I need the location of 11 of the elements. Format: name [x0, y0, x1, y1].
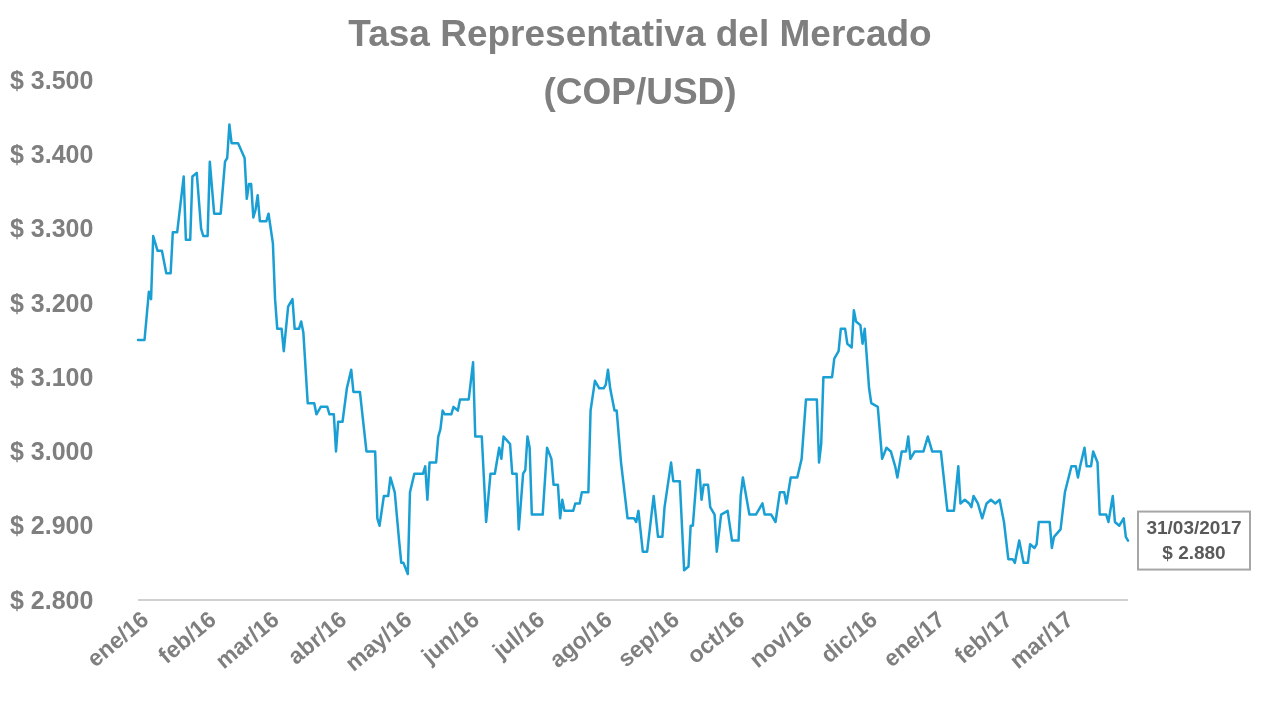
y-tick-label: $ 3.500	[10, 65, 94, 94]
y-tick-label: $ 3.400	[10, 140, 94, 169]
y-tick-label: $ 2.900	[10, 511, 94, 540]
y-tick-label: $ 3.200	[10, 288, 94, 317]
annotation: 31/03/2017 $ 2.880	[1146, 516, 1242, 563]
y-tick-label: $ 3.300	[10, 214, 94, 243]
line-series	[136, 123, 1130, 576]
y-tick-label: $ 3.100	[10, 362, 94, 391]
chart-title: Tasa Representativa del Mercado (COP/USD)	[348, 13, 932, 112]
y-tick-label: $ 3.000	[10, 437, 94, 466]
y-tick-label: $ 2.800	[10, 585, 94, 614]
